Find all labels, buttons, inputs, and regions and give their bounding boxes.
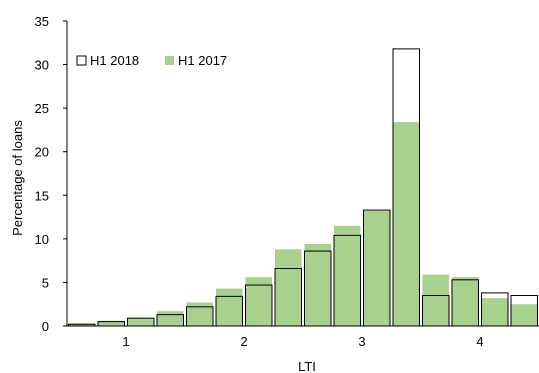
x-axis: 1 2 3 4 (67, 325, 539, 349)
y-tick-label: 10 (35, 232, 49, 247)
legend-swatch-h1-2018 (76, 55, 87, 66)
bar-h1-2018 (481, 292, 509, 327)
bar-h1-2018 (97, 321, 125, 327)
bar-h1-2017 (216, 288, 243, 326)
bar-h1-2018 (304, 250, 332, 327)
bar-h1-2017 (98, 320, 125, 326)
bars-group (68, 48, 538, 327)
bar-h1-2018 (68, 323, 96, 327)
legend-label-h1-2017: H1 2017 (178, 53, 227, 68)
bar-h1-2017 (481, 298, 508, 326)
bar-h1-2017 (511, 304, 538, 326)
x-tick-label: 3 (358, 334, 365, 349)
bar-h1-2017 (186, 302, 213, 326)
bar-h1-2018 (451, 279, 479, 327)
y-tick-label: 15 (35, 188, 49, 203)
bar-h1-2018 (127, 317, 155, 327)
legend-label-h1-2018: H1 2018 (90, 53, 139, 68)
bar-h1-2017 (304, 244, 331, 326)
bar-h1-2018 (274, 267, 302, 327)
bar-h1-2017 (275, 249, 302, 326)
bar-h1-2017 (127, 318, 154, 326)
bar-h1-2018 (363, 209, 391, 327)
bar-h1-2018 (156, 314, 184, 327)
bar-h1-2017 (157, 311, 184, 326)
y-tick-label: 25 (35, 101, 49, 116)
legend-swatch-h1-2017 (165, 56, 174, 65)
bar-h1-2017 (422, 274, 449, 326)
bar-h1-2018 (245, 284, 273, 327)
y-axis: 0 5 10 15 20 25 30 35 (35, 14, 68, 334)
bar-h1-2017 (334, 225, 361, 326)
y-tick-label: 0 (42, 319, 49, 334)
bar-h1-2017 (363, 210, 390, 326)
y-tick-label: 5 (42, 275, 49, 290)
bar-h1-2017 (245, 277, 272, 326)
x-axis-title: LTI (298, 359, 316, 373)
bar-h1-2018 (186, 306, 214, 327)
bar-h1-2017 (452, 277, 479, 326)
bar-h1-2018 (333, 234, 361, 327)
y-axis-title: Percentage of loans (10, 120, 25, 236)
y-tick-label: 35 (35, 14, 49, 29)
bar-h1-2018 (215, 295, 243, 327)
x-tick-label: 4 (476, 334, 483, 349)
bar-h1-2017 (393, 122, 420, 326)
y-tick-label: 30 (35, 58, 49, 73)
bar-h1-2018 (422, 295, 450, 327)
bar-h1-2018 (392, 48, 420, 327)
y-tick-label: 20 (35, 145, 49, 160)
x-tick-label: 1 (122, 334, 129, 349)
bar-h1-2018 (510, 295, 538, 327)
x-tick-label: 2 (240, 334, 247, 349)
legend: H1 2018 H1 2017 (76, 53, 227, 68)
